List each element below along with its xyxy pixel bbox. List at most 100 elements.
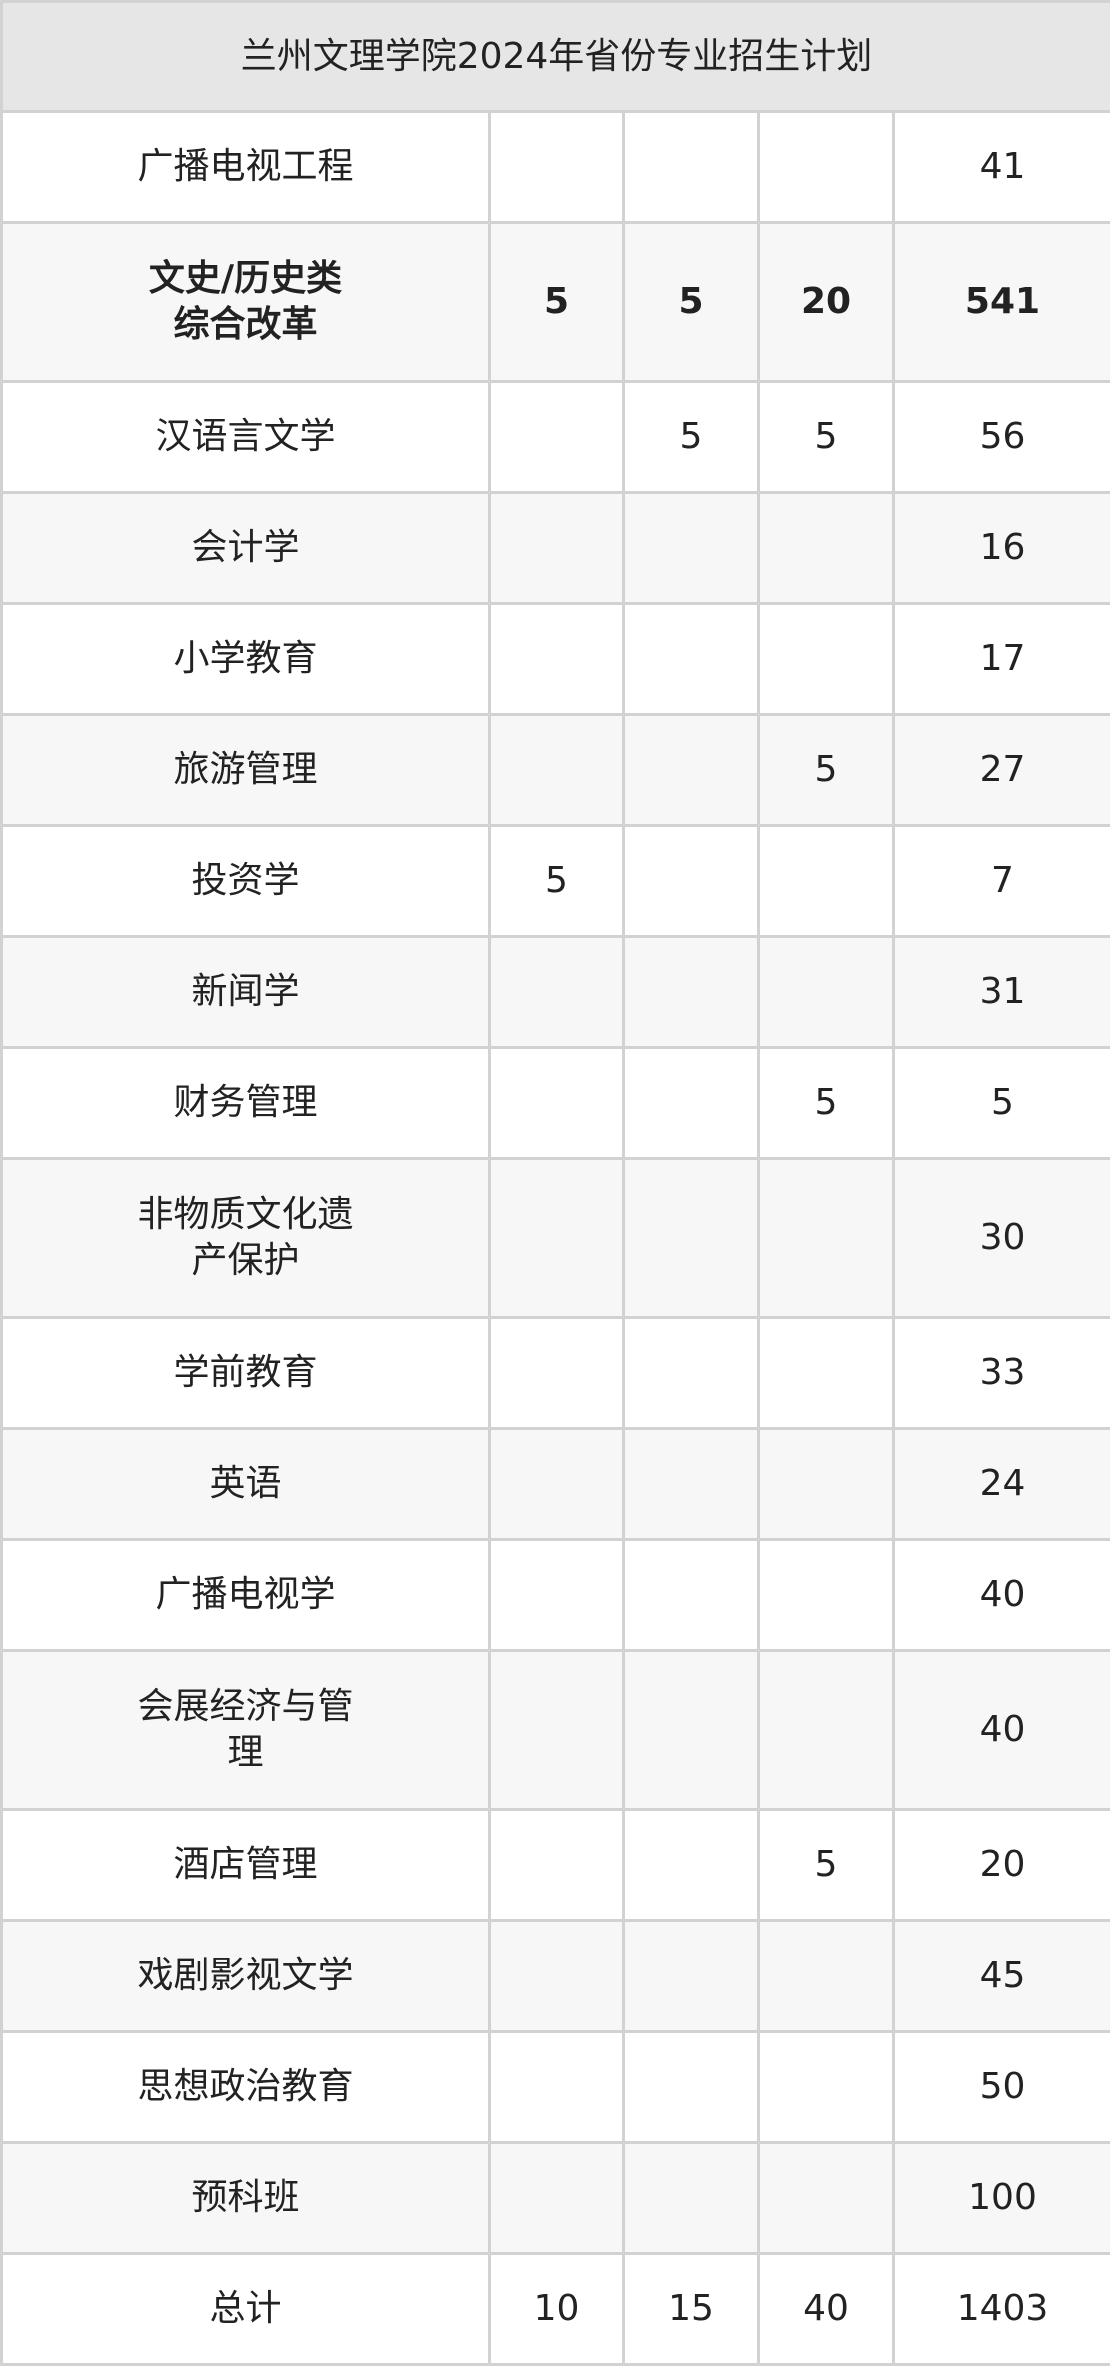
major-name-cell: 会展经济与管 理 xyxy=(0,1649,491,1811)
major-name-cell: 广播电视学 xyxy=(0,1538,491,1652)
count-cell xyxy=(488,1157,625,1319)
major-name-cell: 广播电视工程 xyxy=(0,110,491,224)
count-cell xyxy=(622,713,760,827)
table-row: 旅游管理 5 27 xyxy=(0,713,1110,827)
count-cell: 5 xyxy=(622,380,760,494)
count-cell xyxy=(622,1046,760,1160)
count-cell xyxy=(622,1649,760,1811)
count-cell xyxy=(757,1538,895,1652)
count-cell: 10 xyxy=(488,2252,625,2366)
table-row: 投资学 5 7 xyxy=(0,824,1110,938)
total-cell: 56 xyxy=(892,380,1110,494)
major-name-cell: 预科班 xyxy=(0,2141,491,2255)
count-cell xyxy=(622,1316,760,1430)
total-cell: 20 xyxy=(892,1808,1110,1922)
major-name-cell: 思想政治教育 xyxy=(0,2030,491,2144)
total-cell: 27 xyxy=(892,713,1110,827)
total-cell: 100 xyxy=(892,2141,1110,2255)
total-cell: 1403 xyxy=(892,2252,1110,2366)
count-cell: 5 xyxy=(757,1808,895,1922)
major-name-cell: 新闻学 xyxy=(0,935,491,1049)
count-cell: 5 xyxy=(622,221,760,383)
total-cell: 31 xyxy=(892,935,1110,1049)
count-cell xyxy=(622,1919,760,2033)
count-cell xyxy=(622,2030,760,2144)
total-cell: 40 xyxy=(892,1649,1110,1811)
major-name-cell: 总计 xyxy=(0,2252,491,2366)
table-row: 文史/历史类 综合改革 5 5 20 541 xyxy=(0,221,1110,383)
count-cell xyxy=(622,824,760,938)
count-cell xyxy=(622,1157,760,1319)
count-cell xyxy=(622,602,760,716)
major-name-cell: 文史/历史类 综合改革 xyxy=(0,221,491,383)
count-cell xyxy=(488,713,625,827)
total-cell: 7 xyxy=(892,824,1110,938)
count-cell: 5 xyxy=(757,713,895,827)
total-cell: 5 xyxy=(892,1046,1110,1160)
table-row: 非物质文化遗 产保护 30 xyxy=(0,1157,1110,1319)
table-row: 英语 24 xyxy=(0,1427,1110,1541)
count-cell: 40 xyxy=(757,2252,895,2366)
major-name-cell: 投资学 xyxy=(0,824,491,938)
major-name-cell: 财务管理 xyxy=(0,1046,491,1160)
count-cell: 5 xyxy=(488,221,625,383)
count-cell xyxy=(757,1316,895,1430)
count-cell xyxy=(622,491,760,605)
count-cell xyxy=(757,491,895,605)
major-name-cell: 学前教育 xyxy=(0,1316,491,1430)
table-row: 小学教育 17 xyxy=(0,602,1110,716)
count-cell xyxy=(622,1808,760,1922)
count-cell xyxy=(488,491,625,605)
count-cell xyxy=(757,824,895,938)
count-cell xyxy=(488,1808,625,1922)
count-cell xyxy=(757,1157,895,1319)
table-row: 总计 10 15 40 1403 xyxy=(0,2252,1110,2366)
count-cell: 20 xyxy=(757,221,895,383)
major-name-cell: 非物质文化遗 产保护 xyxy=(0,1157,491,1319)
count-cell xyxy=(622,1538,760,1652)
major-name-cell: 会计学 xyxy=(0,491,491,605)
total-cell: 17 xyxy=(892,602,1110,716)
table-row: 财务管理 5 5 xyxy=(0,1046,1110,1160)
total-cell: 33 xyxy=(892,1316,1110,1430)
major-name-cell: 英语 xyxy=(0,1427,491,1541)
count-cell xyxy=(622,110,760,224)
major-name-cell: 汉语言文学 xyxy=(0,380,491,494)
major-name-cell: 戏剧影视文学 xyxy=(0,1919,491,2033)
major-name-cell: 小学教育 xyxy=(0,602,491,716)
count-cell xyxy=(757,110,895,224)
major-name-cell: 旅游管理 xyxy=(0,713,491,827)
count-cell: 5 xyxy=(757,380,895,494)
count-cell xyxy=(488,1538,625,1652)
count-cell xyxy=(757,935,895,1049)
count-cell xyxy=(488,1316,625,1430)
count-cell xyxy=(488,602,625,716)
count-cell xyxy=(488,380,625,494)
table-row: 新闻学 31 xyxy=(0,935,1110,1049)
count-cell xyxy=(757,2141,895,2255)
table-row: 广播电视工程 41 xyxy=(0,110,1110,224)
count-cell xyxy=(757,602,895,716)
table-row: 思想政治教育 50 xyxy=(0,2030,1110,2144)
total-cell: 45 xyxy=(892,1919,1110,2033)
count-cell: 15 xyxy=(622,2252,760,2366)
table-row: 会计学 16 xyxy=(0,491,1110,605)
count-cell xyxy=(488,935,625,1049)
count-cell xyxy=(488,110,625,224)
count-cell xyxy=(757,2030,895,2144)
count-cell xyxy=(622,2141,760,2255)
total-cell: 541 xyxy=(892,221,1110,383)
major-name-cell: 酒店管理 xyxy=(0,1808,491,1922)
table-row: 酒店管理 5 20 xyxy=(0,1808,1110,1922)
table-row: 预科班 100 xyxy=(0,2141,1110,2255)
count-cell xyxy=(488,2030,625,2144)
table-row: 汉语言文学 5 5 56 xyxy=(0,380,1110,494)
total-cell: 41 xyxy=(892,110,1110,224)
count-cell xyxy=(488,1649,625,1811)
count-cell xyxy=(622,1427,760,1541)
table-row: 会展经济与管 理 40 xyxy=(0,1649,1110,1811)
total-cell: 30 xyxy=(892,1157,1110,1319)
count-cell: 5 xyxy=(488,824,625,938)
count-cell: 5 xyxy=(757,1046,895,1160)
